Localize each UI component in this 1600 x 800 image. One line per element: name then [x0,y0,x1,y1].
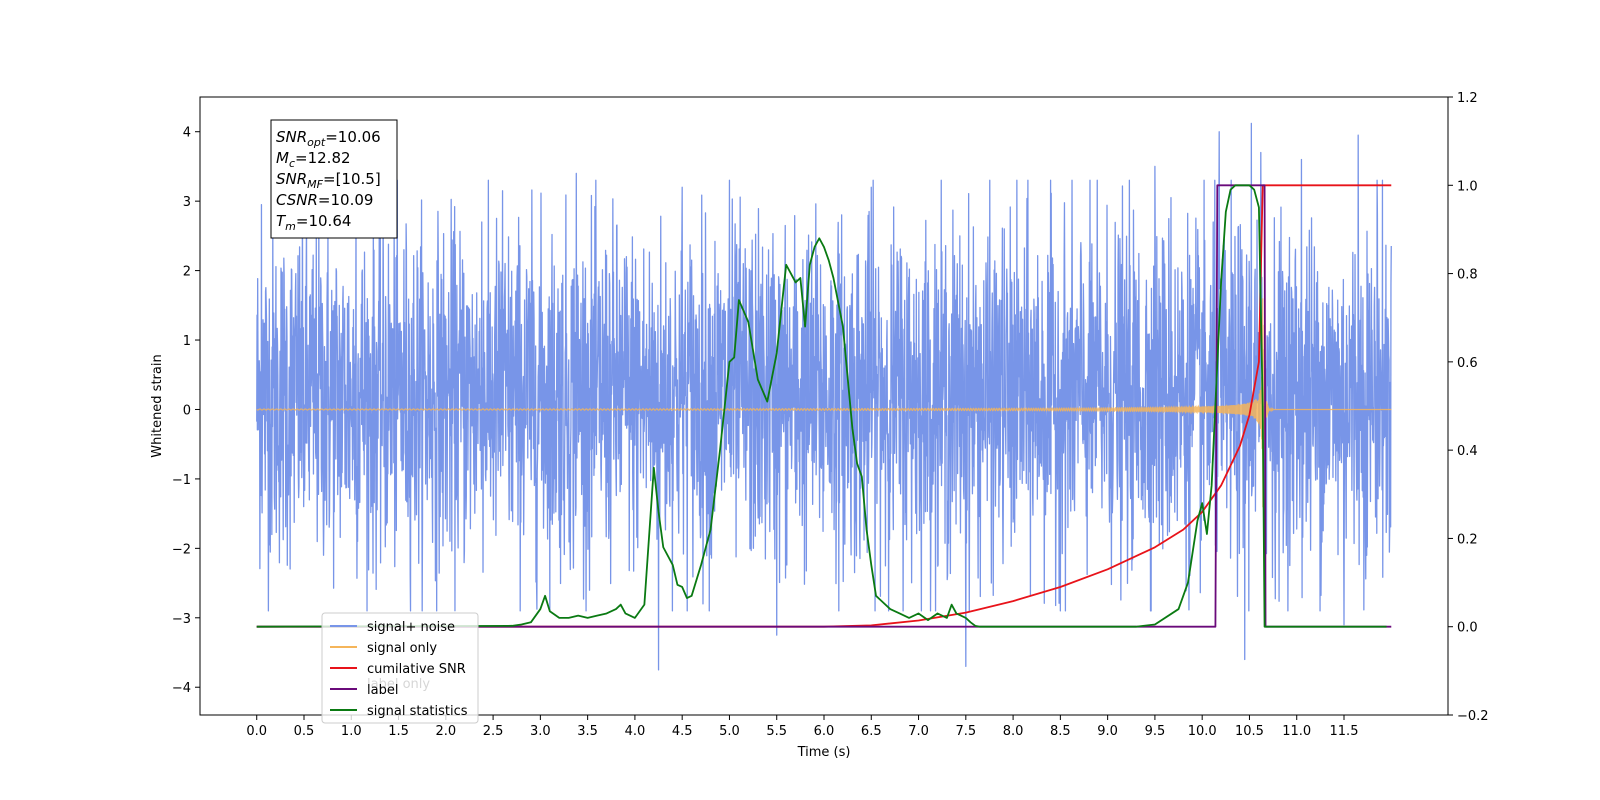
annotation-line: CSNR=10.09 [276,191,373,209]
annotation-line: SNRMF=[10.5] [276,170,381,191]
series-signal-noise [256,122,1392,671]
x-tick-label: 6.0 [814,724,835,739]
series-group [256,122,1392,671]
y-right-tick-label: −0.2 [1457,709,1489,724]
x-axis-label: Time (s) [797,745,851,760]
annotation-subscript: MF [307,178,323,191]
legend-ghost-text: label only [367,677,430,692]
x-tick-label: 1.5 [388,724,409,739]
y-right-tick-label: 1.0 [1457,179,1478,194]
x-tick-label: 7.5 [955,724,976,739]
annotation-frame [270,119,398,239]
y-tick-label: 0 [183,403,191,418]
x-tick-label: 9.5 [1145,724,1166,739]
x-tick-label: 6.5 [861,724,882,739]
annotation-value: =[10.5] [323,170,381,188]
x-tick-label: 7.0 [908,724,929,739]
annotation-symbol: SNR [276,170,307,188]
y-right-tick-label: 0.0 [1457,621,1478,636]
x-tick-label: 5.0 [719,724,740,739]
annotation-value: =10.64 [296,212,352,230]
annotation-symbol: SNR [276,128,307,146]
annotation-symbol: T [276,212,287,230]
x-tick-label: 2.5 [483,724,504,739]
x-tick-label: 4.0 [625,724,646,739]
x-tick-label: 4.5 [672,724,693,739]
annotation-value: =10.06 [325,128,381,146]
x-tick-label: 1.0 [341,724,362,739]
x-tick-label: 10.5 [1235,724,1264,739]
annotation-line: Mc=12.82 [276,149,351,170]
annotation-symbol: M [276,149,289,167]
x-tick-label: 8.0 [1003,724,1024,739]
legend-label: label [367,683,398,698]
y-right-tick-label: 1.2 [1457,91,1478,106]
annotation-symbol: CSNR [276,191,318,209]
annotation-subscript: m [285,220,296,233]
annotation-subscript: c [289,157,295,170]
y-right-tick-label: 0.6 [1457,356,1478,371]
x-tick-label: 11.5 [1330,724,1359,739]
x-tick-label: 2.0 [435,724,456,739]
y-right-tick-label: 0.8 [1457,268,1478,283]
y-tick-label: 4 [183,126,191,141]
x-tick-label: 0.0 [246,724,267,739]
y-tick-label: 2 [183,265,191,280]
annotation-value: =10.09 [318,191,374,209]
axes-layer: 0.0 0.5 1.0 1.5 2.0 2.5 3.0 3.5 4.0 4.5 5.0 5.5 6.0 6… [150,91,1489,760]
annotation-line: SNRopt=10.06 [276,128,381,149]
y-axis-label: Whitened strain [150,354,165,457]
x-tick-label: 3.5 [577,724,598,739]
annotation-line: Tm=10.64 [276,212,351,233]
y-right-tick-label: 0.2 [1457,532,1478,547]
legend-label: cumilative SNR [367,662,466,677]
annotation-box: SNRopt=10.06Mc=12.82SNRMF=[10.5]CSNR=10.… [270,119,398,239]
x-tick-label: 3.0 [530,724,551,739]
plot-layer [256,122,1392,671]
x-tick-label: 5.5 [766,724,787,739]
x-tick-label: 9.0 [1097,724,1118,739]
series-signal-only [256,298,1392,508]
y-tick-label: −1 [172,473,191,488]
legend-label: signal+ noise [367,620,455,635]
legend: label only signal+ noise signal only cumila… [321,612,479,724]
x-tick-label: 0.5 [294,724,315,739]
y-tick-label: −2 [172,542,191,557]
annotation-subscript: opt [307,136,326,149]
x-tick-label: 11.0 [1282,724,1311,739]
series-cumilative-snr [256,184,1392,628]
y-tick-label: −3 [172,612,191,627]
y-right-tick-label: 0.4 [1457,444,1478,459]
y-tick-label: 3 [183,195,191,210]
legend-label: signal statistics [367,704,468,719]
y-tick-label: −4 [172,681,191,696]
legend-frame [321,612,479,724]
series-signal-statistics [256,184,1387,628]
x-tick-label: 10.0 [1188,724,1217,739]
legend-label: signal only [367,641,437,656]
annotation-value: =12.82 [295,149,351,167]
y-tick-label: 1 [183,334,191,349]
x-tick-label: 8.5 [1050,724,1071,739]
